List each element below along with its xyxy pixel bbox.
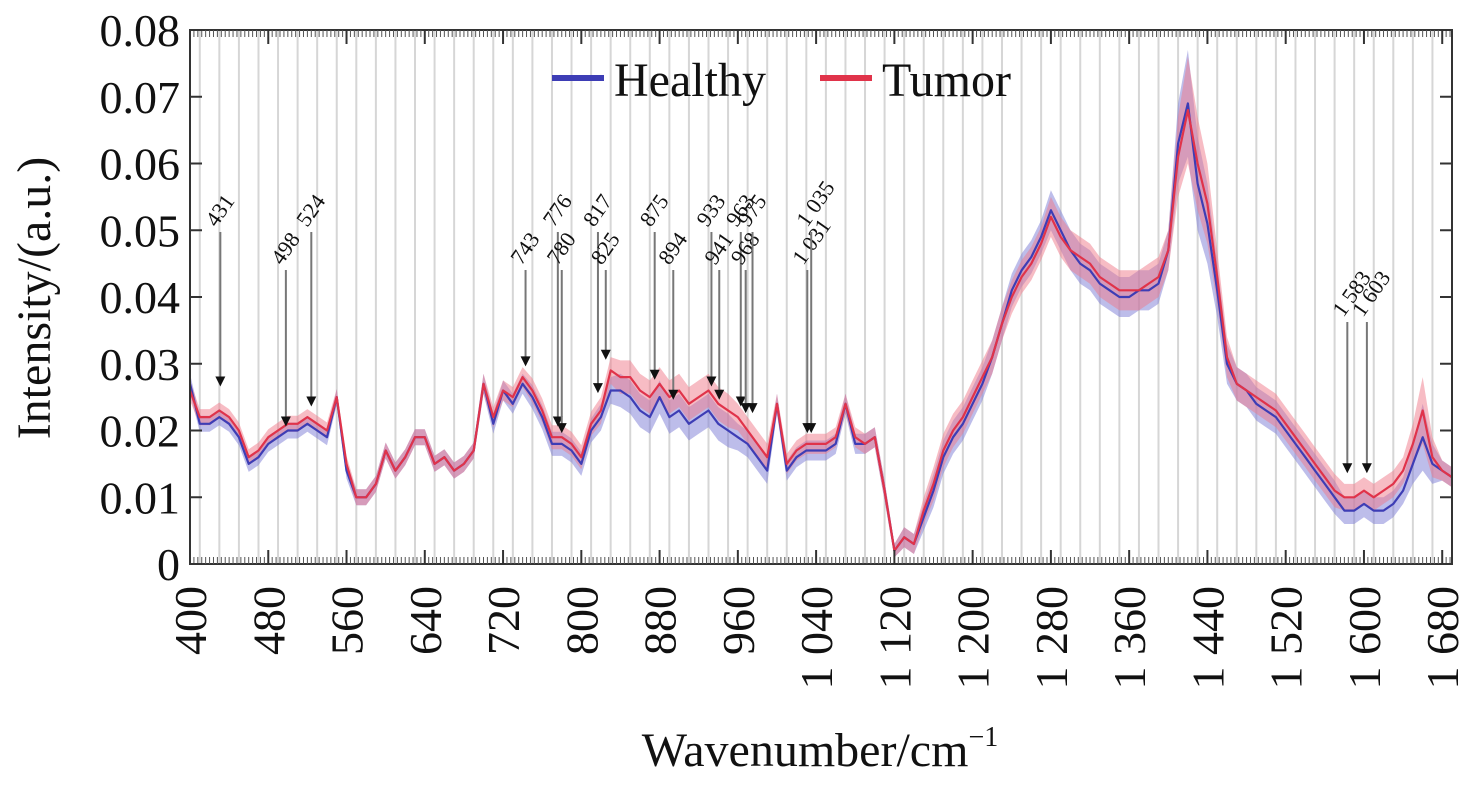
y-tick-label: 0.01 — [100, 472, 181, 523]
x-tick-label: 1 200 — [948, 586, 999, 690]
plot-frame — [189, 29, 1453, 565]
series-line-tumor — [188, 108, 1453, 552]
x-tick-label: 640 — [400, 586, 451, 655]
peak-label: 743 — [505, 227, 544, 268]
peak-arrow-head — [735, 396, 746, 407]
x-tick-label: 1 280 — [1026, 586, 1077, 690]
x-tick-label: 560 — [322, 586, 373, 655]
x-tick-label: 480 — [243, 586, 294, 655]
peak-arrow-head — [747, 403, 758, 414]
x-tick-label: 1 440 — [1182, 586, 1233, 690]
x-axis-title: Wavenumber/cm−1 — [642, 722, 998, 777]
y-tick-label: 0.02 — [100, 406, 181, 457]
y-axis-title: Intensity/(a.u.) — [8, 157, 61, 440]
peak-arrow-head — [592, 383, 603, 394]
x-tick-label: 1 120 — [869, 586, 920, 690]
x-tick-label: 1 520 — [1261, 586, 1312, 690]
series-lines — [188, 102, 1453, 552]
band-healthy — [190, 50, 1452, 558]
axis-ticks: 0 0.01 0.02 0.03 0.04 0.05 0.06 0.07 0.08 400 480 5… — [100, 5, 1469, 690]
peak-label: 894 — [653, 227, 692, 268]
peak-arrow-head — [668, 389, 679, 400]
y-tick-label: 0.06 — [100, 139, 181, 190]
peak-arrow-head — [600, 349, 611, 360]
peak-arrow-head — [215, 376, 226, 387]
peak-markers: 4314985247437767808178258758949339419639… — [200, 176, 1395, 474]
band-tumor — [190, 56, 1452, 558]
vertical-grid — [198, 30, 1434, 564]
x-tick-label: 400 — [165, 586, 216, 655]
peak-arrow-head — [556, 423, 567, 434]
peak-arrow-head — [1361, 463, 1372, 474]
peak-arrow-head — [706, 376, 717, 387]
minor-ticks — [189, 30, 1451, 564]
y-tick-label: 0.08 — [100, 5, 181, 56]
peak-label: 780 — [541, 227, 580, 268]
x-tick-label: 960 — [713, 586, 764, 655]
x-tick-label: 1 680 — [1417, 586, 1468, 690]
y-tick-label: 0.05 — [100, 205, 181, 256]
peak-arrow-head — [520, 356, 531, 367]
x-tick-label: 1 040 — [791, 586, 842, 690]
confidence-bands — [190, 50, 1452, 558]
y-tick-label: 0 — [157, 539, 180, 590]
peak-arrow-head — [806, 423, 817, 434]
peak-arrow-head — [552, 416, 563, 427]
y-tick-label: 0.04 — [100, 272, 181, 323]
peak-arrow-head — [280, 416, 291, 427]
x-tick-label: 800 — [556, 586, 607, 655]
legend-label-healthy: Healthy — [614, 54, 766, 107]
peak-arrow-head — [1342, 463, 1353, 474]
x-axis-title-main: Wavenumber/cm — [642, 724, 969, 777]
x-tick-label: 1 600 — [1339, 586, 1390, 690]
x-axis-title-superscript: −1 — [968, 722, 998, 753]
peak-label: 498 — [265, 227, 304, 268]
y-tick-label: 0.07 — [100, 72, 181, 123]
legend: Healthy Tumor — [552, 54, 1011, 107]
peak-label: 968 — [725, 227, 764, 268]
y-tick-label: 0.03 — [100, 339, 181, 390]
legend-label-tumor: Tumor — [882, 54, 1011, 107]
series-line-healthy — [188, 102, 1453, 552]
x-tick-label: 720 — [478, 586, 529, 655]
peak-label: 875 — [634, 189, 673, 230]
peak-label: 431 — [200, 189, 239, 230]
peak-arrow-head — [306, 396, 317, 407]
x-tick-label: 1 360 — [1104, 586, 1155, 690]
peak-arrow-head — [649, 369, 660, 380]
peak-arrow-head — [740, 403, 751, 414]
x-tick-label: 880 — [635, 586, 686, 655]
peak-arrow-head — [714, 389, 725, 400]
peak-label: 1 035 — [791, 176, 840, 231]
